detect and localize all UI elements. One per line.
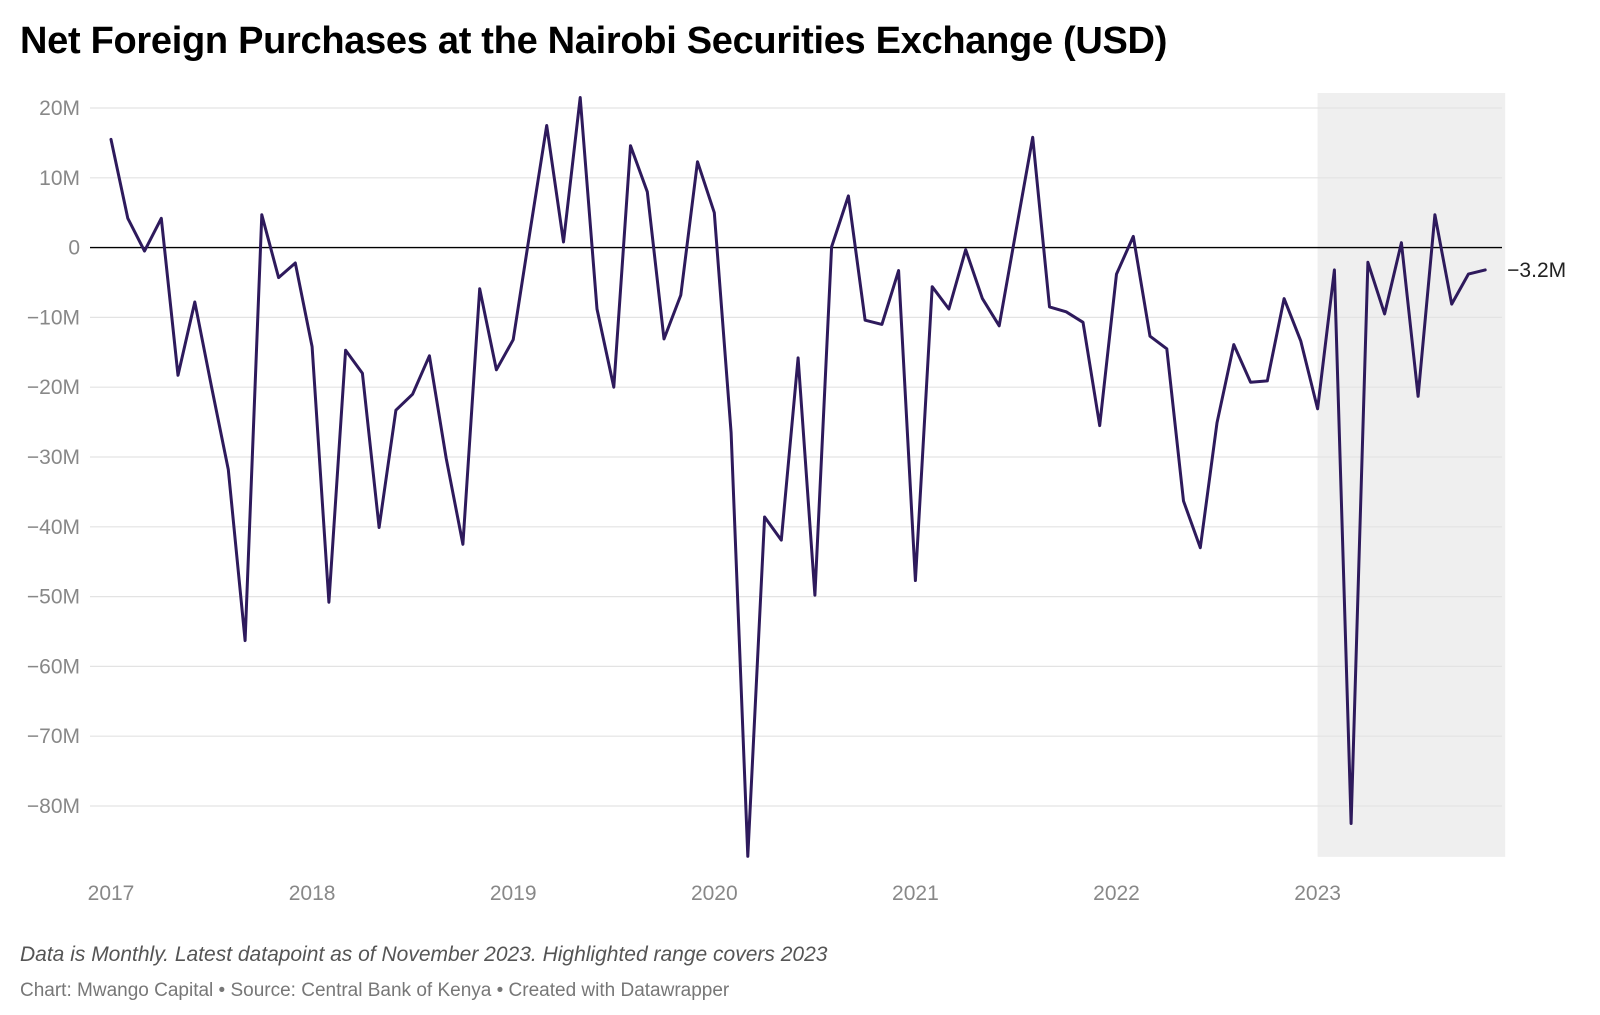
x-tick-label: 2023 xyxy=(1294,882,1341,905)
x-axis-labels: 2017 2018 2019 2020 2021 2022 2023 xyxy=(88,882,1341,905)
y-tick-label: −80M xyxy=(27,795,80,818)
x-tick-label: 2022 xyxy=(1093,882,1140,905)
end-value-label: −3.2M xyxy=(1507,259,1566,282)
y-tick-label: −10M xyxy=(27,306,80,329)
y-tick-label: −20M xyxy=(27,376,80,399)
y-tick-label: −60M xyxy=(27,655,80,678)
y-tick-label: −70M xyxy=(27,725,80,748)
y-tick-label: 0 xyxy=(68,237,80,260)
y-axis-labels: 20M 10M 0 −10M −20M −30M −40M −50M −60M −70M −80M xyxy=(27,97,80,818)
chart-credit: Chart: Mwango Capital • Source: Central … xyxy=(20,980,730,1001)
chart-note: Data is Monthly. Latest datapoint as of … xyxy=(20,943,828,966)
highlight-2023-band xyxy=(1317,93,1506,857)
grid-layer xyxy=(90,107,1502,807)
x-tick-label: 2017 xyxy=(88,882,135,905)
x-tick-label: 2021 xyxy=(892,882,939,905)
series-line xyxy=(109,96,1487,858)
x-tick-label: 2018 xyxy=(289,882,336,905)
series-layer: −3.2M xyxy=(109,96,1566,858)
y-tick-label: −30M xyxy=(27,446,80,469)
x-tick-label: 2020 xyxy=(691,882,738,905)
x-tick-label: 2019 xyxy=(490,882,537,905)
chart-title: Net Foreign Purchases at the Nairobi Sec… xyxy=(20,20,1168,62)
highlight-layer xyxy=(1317,93,1506,857)
y-tick-label: 20M xyxy=(39,97,80,120)
y-tick-label: 10M xyxy=(39,167,80,190)
y-tick-label: −40M xyxy=(27,516,80,539)
y-tick-label: −50M xyxy=(27,586,80,609)
